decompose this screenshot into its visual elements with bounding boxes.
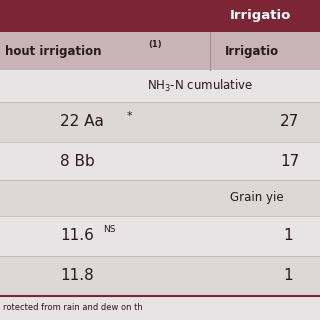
Bar: [0, 256, 320, 296]
Text: NS: NS: [103, 225, 116, 234]
Text: (1): (1): [148, 41, 162, 50]
Text: Grain yie: Grain yie: [230, 191, 284, 204]
Text: hout irrigation: hout irrigation: [5, 44, 101, 58]
Text: *: *: [127, 111, 132, 121]
Text: 1: 1: [283, 268, 292, 284]
Bar: [0, 0, 320, 32]
Text: 17: 17: [280, 154, 299, 169]
Text: Irrigatio: Irrigatio: [230, 10, 292, 22]
Bar: [0, 216, 320, 256]
Bar: [0, 296, 320, 320]
Text: Irrigatio: Irrigatio: [225, 44, 279, 58]
Bar: [0, 32, 320, 70]
Bar: [0, 142, 320, 180]
Text: rotected from rain and dew on th: rotected from rain and dew on th: [3, 303, 143, 313]
Text: 27: 27: [280, 115, 299, 130]
Text: NH$_3$-N cumulative: NH$_3$-N cumulative: [147, 78, 253, 94]
Text: 1: 1: [283, 228, 292, 244]
Text: 8 Bb: 8 Bb: [60, 154, 95, 169]
Bar: [0, 180, 320, 216]
Bar: [0, 70, 320, 102]
Text: 11.6: 11.6: [60, 228, 94, 244]
Text: 22 Aa: 22 Aa: [60, 115, 104, 130]
Bar: [0, 102, 320, 142]
Text: 11.8: 11.8: [60, 268, 94, 284]
